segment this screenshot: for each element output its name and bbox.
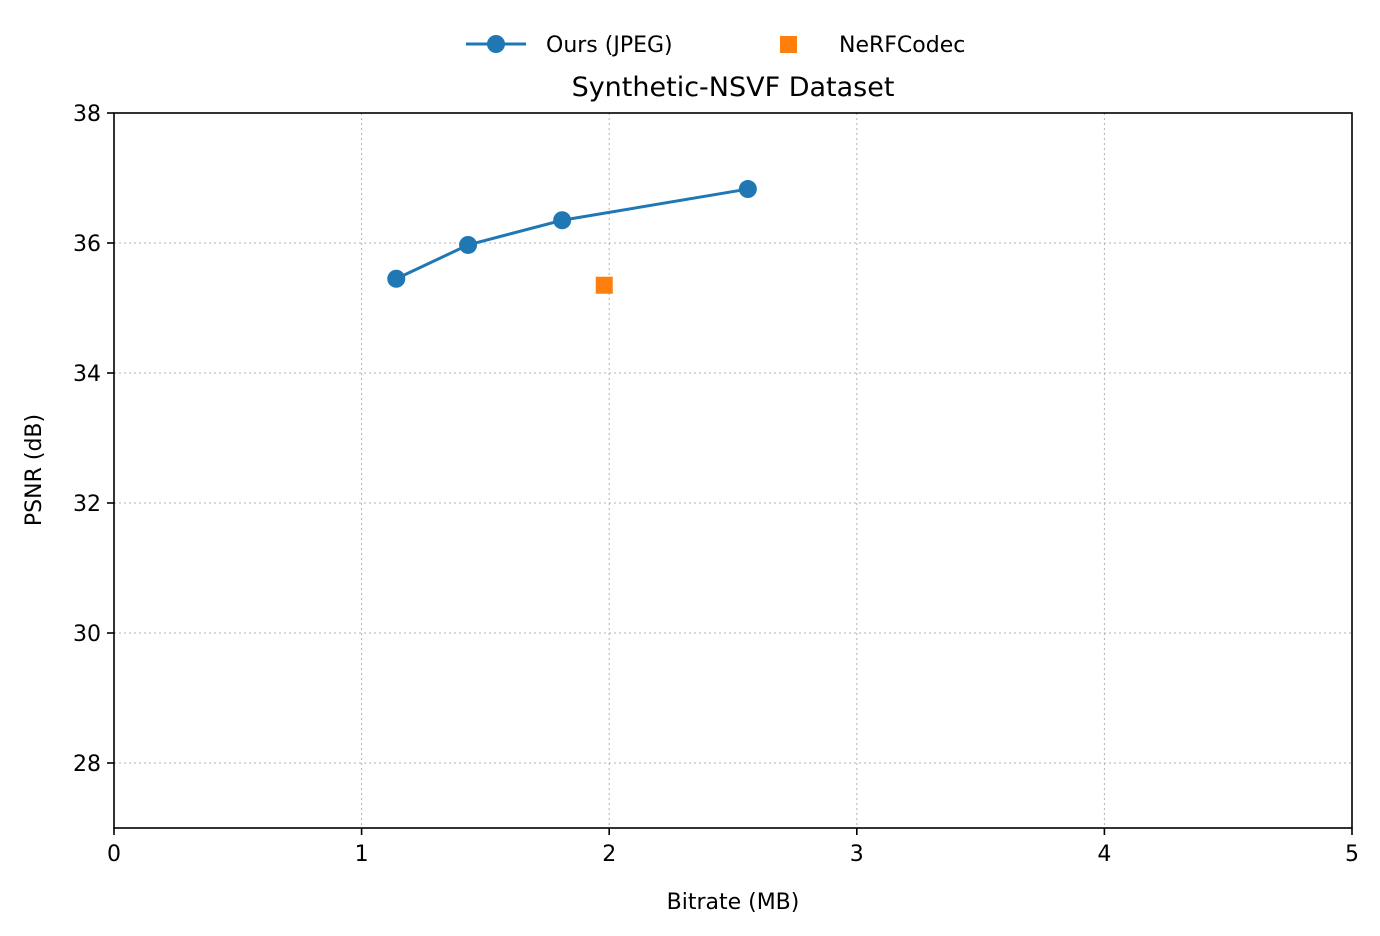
data-point-nerfcodec — [595, 276, 613, 294]
y-tick-label: 28 — [73, 752, 101, 777]
y-tick-label: 30 — [73, 622, 101, 647]
y-tick-label: 32 — [73, 492, 101, 517]
x-tick-label: 1 — [355, 842, 369, 867]
data-point-ours — [387, 269, 406, 288]
data-point-ours — [738, 180, 757, 199]
legend: Ours (JPEG) NeRFCodec — [466, 33, 965, 58]
series-line-ours — [395, 187, 749, 281]
x-tick-label: 3 — [850, 842, 864, 867]
y-tick-label: 34 — [73, 362, 101, 387]
legend-marker-ours — [487, 35, 505, 53]
legend-label-nerfcodec: NeRFCodec — [839, 33, 965, 58]
plot-frame — [113, 112, 1353, 829]
x-tick-label: 0 — [107, 842, 121, 867]
x-axis-label: Bitrate (MB) — [667, 890, 800, 915]
data-point-ours — [553, 211, 572, 230]
x-tick-label: 5 — [1345, 842, 1359, 867]
x-tick-label: 4 — [1097, 842, 1111, 867]
legend-marker-nerfcodec — [780, 36, 797, 53]
x-tick-label: 2 — [602, 842, 616, 867]
data-point-ours — [459, 235, 478, 254]
y-axis-label: PSNR (dB) — [22, 414, 47, 526]
chart-title: Synthetic-NSVF Dataset — [572, 72, 895, 103]
y-tick-label: 38 — [73, 102, 101, 127]
grid-layer — [114, 113, 1352, 828]
y-tick-label: 36 — [73, 232, 101, 257]
legend-label-ours: Ours (JPEG) — [546, 33, 673, 58]
series-layer — [387, 180, 757, 294]
